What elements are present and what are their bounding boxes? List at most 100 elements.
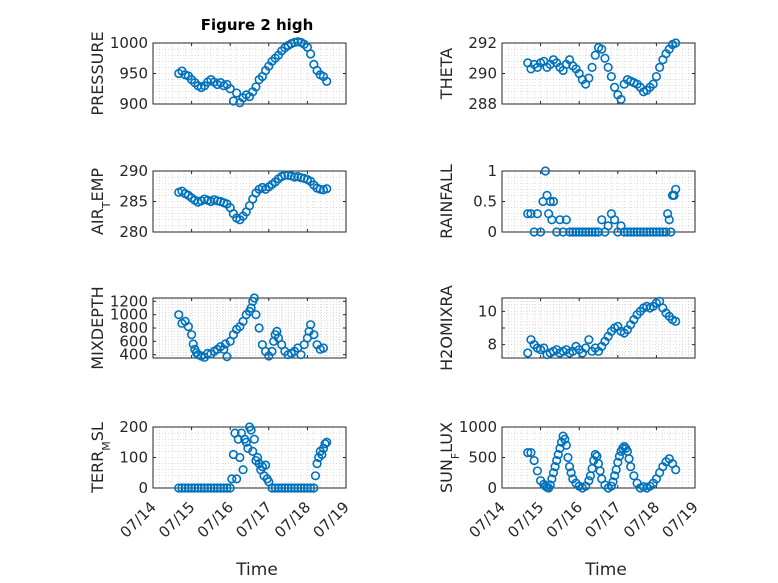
figure-title: Figure 2 high xyxy=(201,16,314,34)
data-point xyxy=(219,483,229,493)
data-point xyxy=(609,82,620,92)
y-tick-label: 0 xyxy=(487,479,497,497)
y-axis-label: SUNFLUX xyxy=(437,422,462,493)
data-point xyxy=(609,215,620,225)
data-point xyxy=(560,434,570,444)
data-point xyxy=(558,227,568,237)
data-point xyxy=(584,227,594,237)
data-point xyxy=(309,330,319,340)
data-point xyxy=(193,483,203,493)
data-point xyxy=(663,209,673,219)
data-point xyxy=(553,449,563,460)
panel-rainfall: 0 0.5 1 RAINFALL xyxy=(437,162,696,241)
data-point xyxy=(249,434,259,444)
data-point xyxy=(548,468,559,478)
data-point xyxy=(590,50,600,60)
data-point xyxy=(299,483,309,493)
data-point xyxy=(648,79,658,89)
panel-air-temp: 280 285 290 AIRTEMP xyxy=(88,162,347,241)
data-point xyxy=(603,62,613,73)
data-point xyxy=(270,483,280,493)
data-point xyxy=(196,483,206,493)
data-point xyxy=(190,483,200,493)
data-point xyxy=(550,462,560,472)
data-point xyxy=(540,166,551,176)
data-point xyxy=(183,322,193,332)
data-point xyxy=(645,227,655,237)
y-tick-label: 290 xyxy=(468,65,497,83)
data-point xyxy=(666,227,676,237)
data-point xyxy=(584,335,594,345)
data-point xyxy=(206,483,216,493)
data-point xyxy=(568,227,578,237)
y-tick-label: 0 xyxy=(138,479,148,497)
data-point xyxy=(564,462,575,472)
data-point xyxy=(616,94,626,105)
data-point xyxy=(212,483,222,493)
x-axis-label-left: Time xyxy=(235,560,278,580)
data-point xyxy=(574,227,584,237)
data-point xyxy=(241,437,251,447)
data-point xyxy=(322,437,332,447)
data-point xyxy=(277,483,287,493)
data-point xyxy=(235,452,245,463)
y-tick-label: 1000 xyxy=(110,306,148,324)
y-tick-label: 600 xyxy=(119,332,148,350)
data-point xyxy=(251,82,261,92)
data-point xyxy=(529,455,539,466)
y-axis-label: TERRMSL xyxy=(88,422,113,494)
data-point xyxy=(529,227,539,237)
data-point xyxy=(222,483,232,493)
data-point xyxy=(671,316,681,326)
data-point xyxy=(187,483,197,493)
data-point xyxy=(320,439,330,449)
y-tick-label: 0 xyxy=(487,223,497,241)
data-point xyxy=(548,196,559,207)
data-point xyxy=(587,62,597,73)
data-point xyxy=(296,483,306,493)
data-point xyxy=(581,227,591,237)
data-point xyxy=(220,339,230,349)
data-point xyxy=(626,227,636,237)
data-point xyxy=(577,227,588,237)
y-tick-label: 8 xyxy=(487,336,497,354)
data-point xyxy=(532,466,542,476)
data-point xyxy=(322,184,332,194)
data-point xyxy=(302,483,313,493)
data-point xyxy=(619,227,629,237)
data-point xyxy=(188,339,198,349)
panel-theta: 288 290 292 THETA xyxy=(437,34,696,113)
data-point xyxy=(238,465,248,475)
data-point xyxy=(669,190,679,200)
data-point xyxy=(600,53,610,63)
data-point xyxy=(225,483,235,493)
data-point xyxy=(671,465,681,475)
data-point xyxy=(309,483,319,493)
data-point xyxy=(547,474,557,484)
data-point xyxy=(306,483,316,493)
data-point xyxy=(280,483,290,493)
data-point xyxy=(225,84,235,94)
data-point xyxy=(561,215,571,225)
data-point xyxy=(199,483,210,493)
data-point xyxy=(597,215,607,225)
y-tick-label: 800 xyxy=(119,319,148,337)
x-axis-label-right: Time xyxy=(584,560,627,580)
y-tick-label: 288 xyxy=(468,95,497,113)
data-point xyxy=(606,481,616,491)
data-point xyxy=(613,457,623,467)
data-point xyxy=(289,483,300,493)
data-point xyxy=(545,480,555,490)
data-point xyxy=(651,71,662,82)
y-tick-label: 292 xyxy=(468,34,497,52)
data-point xyxy=(310,471,321,481)
data-point xyxy=(267,483,277,493)
data-point xyxy=(655,227,665,237)
y-tick-label: 10 xyxy=(478,302,497,320)
panel-h2omixra: 8 10 H2OMIXRA xyxy=(437,285,696,371)
data-point xyxy=(254,323,264,333)
data-point xyxy=(248,446,258,457)
